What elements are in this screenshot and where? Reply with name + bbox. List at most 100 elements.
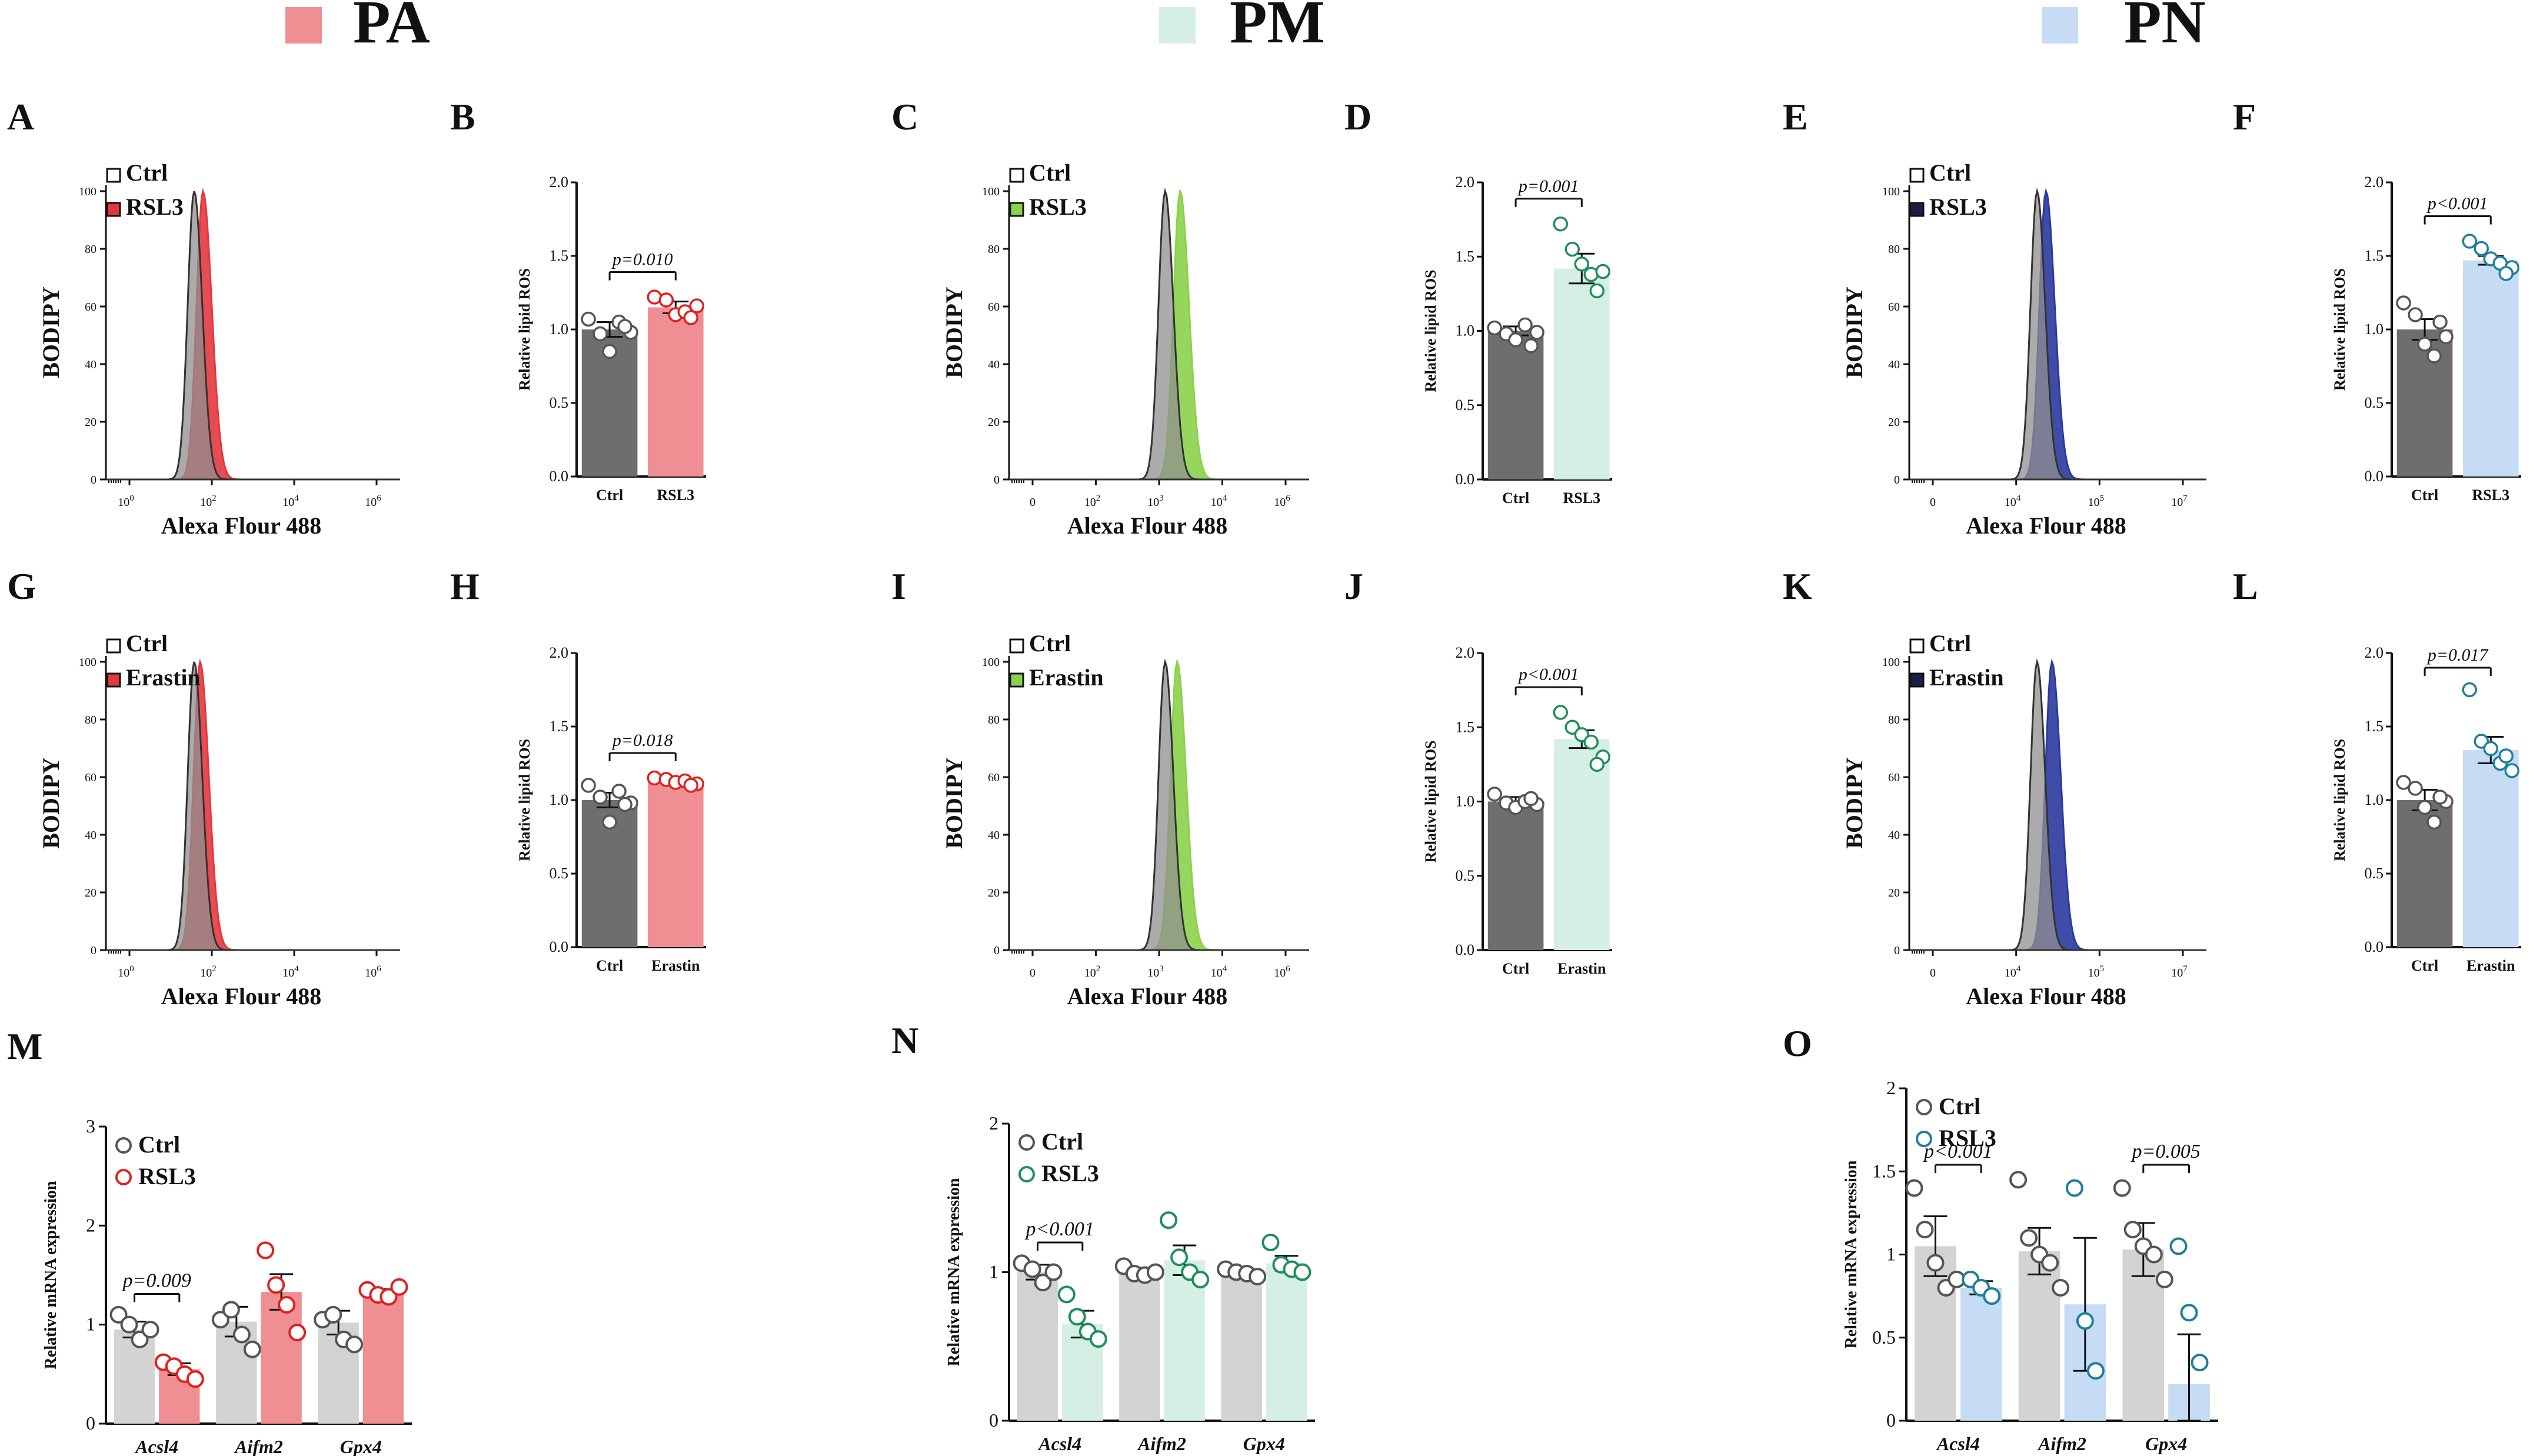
y-tick-label: 1.0 (550, 791, 569, 808)
panel-letter-c: C (891, 96, 918, 138)
y-axis-title: BODIPY (38, 286, 64, 378)
x-tick-label: 106 (1274, 964, 1290, 979)
x-tick-label: 0 (1030, 496, 1036, 509)
bar-acsl4-ctrl (1017, 1272, 1058, 1421)
panel-letter-m: M (7, 1025, 42, 1067)
data-point (2155, 1270, 2173, 1288)
data-point (1487, 320, 1502, 336)
y-axis-title: Relative lipid ROS (1422, 269, 1439, 392)
data-point (1983, 1287, 2001, 1305)
data-point (2498, 266, 2514, 281)
data-point (2438, 329, 2454, 345)
data-point (1089, 1330, 1107, 1348)
data-point (1926, 1254, 1945, 1272)
panel-O: 0 0.5 1 1.5 2 Relative mRNA expression Acsl4 Ai… (1842, 1077, 2218, 1454)
y-tick-label: 1.5 (2365, 718, 2384, 735)
legend-swatch-pm (1159, 7, 1196, 44)
data-point (1564, 241, 1580, 257)
p-value: p=0.009 (121, 1270, 191, 1291)
y-tick-label: 40 (1888, 358, 1900, 371)
legend-ctrl-box (1009, 168, 1024, 183)
x-tick-label: RSL3 (2472, 487, 2510, 504)
y-tick-label: 0 (1886, 1410, 1896, 1431)
data-point (2498, 748, 2514, 764)
bar-gpx4-ctrl (1221, 1272, 1262, 1421)
x-tick-label: 107 (2171, 494, 2188, 509)
legend-label-pn: PN (2124, 0, 2206, 56)
x-tick-label: Ctrl (1502, 489, 1529, 507)
x-tick-label: Ctrl (596, 487, 623, 504)
data-point (2041, 1254, 2059, 1272)
x-tick-label: 102 (1084, 964, 1101, 979)
x-tick-label: Gpx4 (1243, 1433, 1285, 1454)
y-tick-label: 0 (1894, 944, 1900, 957)
p-value: p=0.018 (611, 731, 673, 750)
data-point (278, 1296, 296, 1314)
data-point (2065, 1179, 2083, 1197)
y-tick-label: 80 (1888, 243, 1900, 256)
x-tick-label: 104 (1211, 964, 1227, 979)
panel-letter-o: O (1783, 1022, 1812, 1064)
x-tick-label: 106 (365, 964, 381, 979)
y-tick-label: 0.5 (550, 394, 569, 411)
data-point (1261, 1234, 1280, 1251)
panel-letter-a: A (7, 96, 34, 138)
data-point (1595, 264, 1611, 279)
x-tick-label: 100 (118, 494, 134, 509)
data-point (1293, 1263, 1311, 1281)
data-point (1553, 705, 1569, 720)
bar-erastin (648, 782, 704, 947)
legend-ctrl-label: Ctrl (1029, 159, 1071, 186)
legend-ctrl-label: Ctrl (126, 159, 168, 186)
data-point (2432, 789, 2448, 805)
y-tick-label: 0.5 (2365, 394, 2384, 411)
data-point (1517, 317, 1533, 333)
treatment-histogram (106, 658, 400, 951)
y-tick-label: 0.5 (1456, 397, 1475, 414)
y-axis-title: BODIPY (941, 286, 967, 378)
y-tick-label: 100 (982, 656, 1000, 669)
y-axis-title: BODIPY (941, 757, 967, 849)
y-tick-label: 1.0 (550, 321, 569, 338)
bar-ctrl (2396, 329, 2453, 477)
legend-ctrl-box (1009, 638, 1024, 654)
data-point (243, 1340, 261, 1358)
data-point (592, 789, 608, 805)
data-point (1044, 1263, 1063, 1281)
data-point (658, 292, 674, 308)
panel-D: 0.0 0.5 1.0 1.5 2.0 Relative lipid ROS Ctrl RSL… (1422, 174, 1612, 507)
p-value: p<0.001 (2426, 194, 2488, 214)
ctrl-histogram (106, 191, 400, 481)
legend-treat-label: Erastin (126, 664, 201, 691)
y-axis-title: BODIPY (1841, 286, 1867, 378)
data-point (1916, 1221, 1934, 1239)
data-point (1574, 256, 1590, 272)
y-tick-label: 100 (79, 656, 96, 669)
legend-ctrl-marker (1916, 1099, 1932, 1115)
p-value: p=0.005 (2130, 1141, 2200, 1162)
legend-ctrl-label: Ctrl (1029, 630, 1071, 657)
legend-treat-marker (115, 1169, 132, 1185)
x-tick-label: 106 (365, 494, 381, 509)
data-point (581, 778, 596, 793)
legend-ctrl-marker (1018, 1134, 1035, 1151)
y-tick-label: 80 (1888, 714, 1900, 727)
x-tick-label: 102 (1084, 494, 1101, 509)
x-tick-label: 105 (2088, 494, 2105, 509)
y-tick-label: 60 (85, 771, 96, 784)
data-point (2396, 295, 2411, 311)
y-tick-label: 1.5 (2365, 247, 2384, 264)
y-tick-label: 60 (1888, 771, 1900, 784)
legend-treat-label: RSL3 (126, 194, 184, 220)
data-point (1170, 1248, 1189, 1267)
y-tick-label: 0.0 (2365, 468, 2384, 485)
y-axis-title: Relative lipid ROS (2331, 268, 2348, 391)
bar-gpx4-rsl3 (1266, 1263, 1307, 1421)
panel-J: 0.0 0.5 1.0 1.5 2.0 Relative lipid ROS Ctrl Era… (1422, 644, 1612, 977)
y-tick-label: 1 (989, 1261, 998, 1282)
data-point (1583, 734, 1599, 750)
panel-F: 0.0 0.5 1.0 1.5 2.0 Relative lipid ROS Ctrl RSL… (2331, 174, 2521, 504)
data-point (2009, 1171, 2028, 1189)
data-point (617, 797, 632, 812)
panel-letter-b: B (450, 96, 475, 138)
